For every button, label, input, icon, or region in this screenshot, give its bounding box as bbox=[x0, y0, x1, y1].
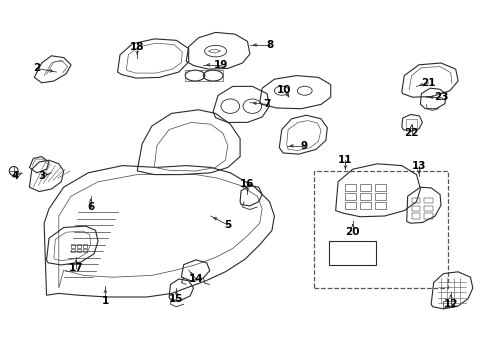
Text: 2: 2 bbox=[33, 63, 40, 73]
Text: 20: 20 bbox=[345, 227, 360, 237]
Bar bbox=[424, 198, 433, 203]
Text: 17: 17 bbox=[69, 263, 83, 273]
Bar bbox=[71, 244, 75, 248]
Text: 21: 21 bbox=[421, 78, 436, 88]
Bar bbox=[412, 213, 420, 219]
Text: 14: 14 bbox=[189, 274, 203, 284]
Bar bbox=[375, 184, 386, 191]
Text: 3: 3 bbox=[38, 171, 45, 181]
Bar bbox=[375, 193, 386, 200]
Bar bbox=[360, 184, 371, 191]
Text: 15: 15 bbox=[169, 294, 184, 304]
Text: 8: 8 bbox=[266, 40, 273, 50]
Text: 6: 6 bbox=[87, 202, 94, 212]
Text: 18: 18 bbox=[130, 42, 145, 52]
Text: 11: 11 bbox=[338, 155, 353, 165]
Text: 12: 12 bbox=[443, 299, 458, 309]
Bar bbox=[424, 206, 433, 211]
Text: 1: 1 bbox=[102, 296, 109, 306]
Bar bbox=[412, 206, 420, 211]
Bar bbox=[443, 301, 454, 307]
Bar bbox=[329, 241, 376, 265]
Text: 23: 23 bbox=[434, 92, 448, 102]
Text: 5: 5 bbox=[224, 220, 231, 230]
Bar bbox=[412, 198, 420, 203]
Bar bbox=[345, 193, 356, 200]
Text: 19: 19 bbox=[213, 60, 228, 70]
Text: 4: 4 bbox=[11, 171, 19, 181]
Text: 7: 7 bbox=[263, 99, 271, 109]
Text: 16: 16 bbox=[240, 179, 255, 189]
Bar bbox=[83, 249, 87, 252]
Bar bbox=[345, 184, 356, 191]
Bar bbox=[406, 119, 416, 128]
Bar bbox=[77, 249, 81, 252]
Text: 13: 13 bbox=[412, 161, 426, 171]
Text: 9: 9 bbox=[300, 141, 307, 151]
Bar bbox=[71, 249, 75, 252]
Bar bbox=[314, 171, 448, 288]
Bar bbox=[83, 244, 87, 248]
Bar bbox=[360, 193, 371, 200]
Bar bbox=[424, 213, 433, 219]
Bar bbox=[77, 244, 81, 248]
Text: 22: 22 bbox=[404, 128, 419, 138]
Bar bbox=[375, 202, 386, 209]
Text: 10: 10 bbox=[277, 85, 292, 95]
Bar bbox=[360, 202, 371, 209]
Bar bbox=[345, 202, 356, 209]
